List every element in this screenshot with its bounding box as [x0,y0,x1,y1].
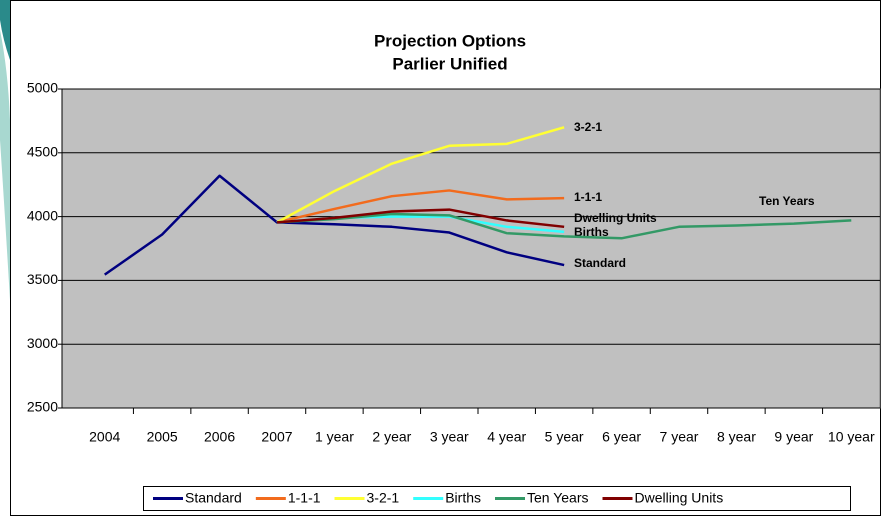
legend-label: 3-2-1 [367,490,400,506]
annotation: Ten Years [759,194,815,208]
series-line [276,189,565,224]
x-tick-label: 1 year [315,429,354,445]
annotation: Dwelling Units [574,211,657,225]
x-tick-label: 6 year [602,429,641,445]
annotation: Standard [574,256,626,270]
y-tick-label: 4500 [27,144,58,160]
x-tick-label: 3 year [430,429,469,445]
annotation: 1-1-1 [574,190,602,204]
x-tick-label: 10 year [828,429,875,445]
x-tick-label: 4 year [487,429,526,445]
series-line [276,212,852,240]
y-tick-label: 2500 [27,399,58,415]
x-tick-label: 2005 [147,429,178,445]
annotation: Births [574,225,609,239]
x-tick-label: 7 year [660,429,699,445]
legend-label: Dwelling Units [635,490,724,506]
legend-label: Ten Years [527,490,589,506]
plot-area [61,88,881,409]
side-strip [0,0,10,516]
y-tick-label: 3500 [27,271,58,287]
x-tick-label: 8 year [717,429,756,445]
x-tick-label: 2 year [372,429,411,445]
legend-label: 1-1-1 [288,490,321,506]
chart-title: Projection Options [374,31,526,50]
y-tick-label: 5000 [27,80,58,96]
decoration [0,0,10,60]
x-tick-label: 5 year [545,429,584,445]
x-tick-label: 2006 [204,429,235,445]
x-tick-label: 2007 [261,429,292,445]
x-tick-label: 9 year [774,429,813,445]
series-line [103,174,565,276]
annotation: 3-2-1 [574,120,602,134]
x-tick-label: 2004 [89,429,120,445]
series-line [276,208,565,229]
y-tick-label: 3000 [27,335,58,351]
legend-label: Births [445,490,481,506]
legend-label: Standard [185,490,242,506]
decoration [0,30,10,300]
y-tick-label: 4000 [27,207,58,223]
chart-subtitle: Parlier Unified [392,54,507,73]
series-line [276,126,565,224]
